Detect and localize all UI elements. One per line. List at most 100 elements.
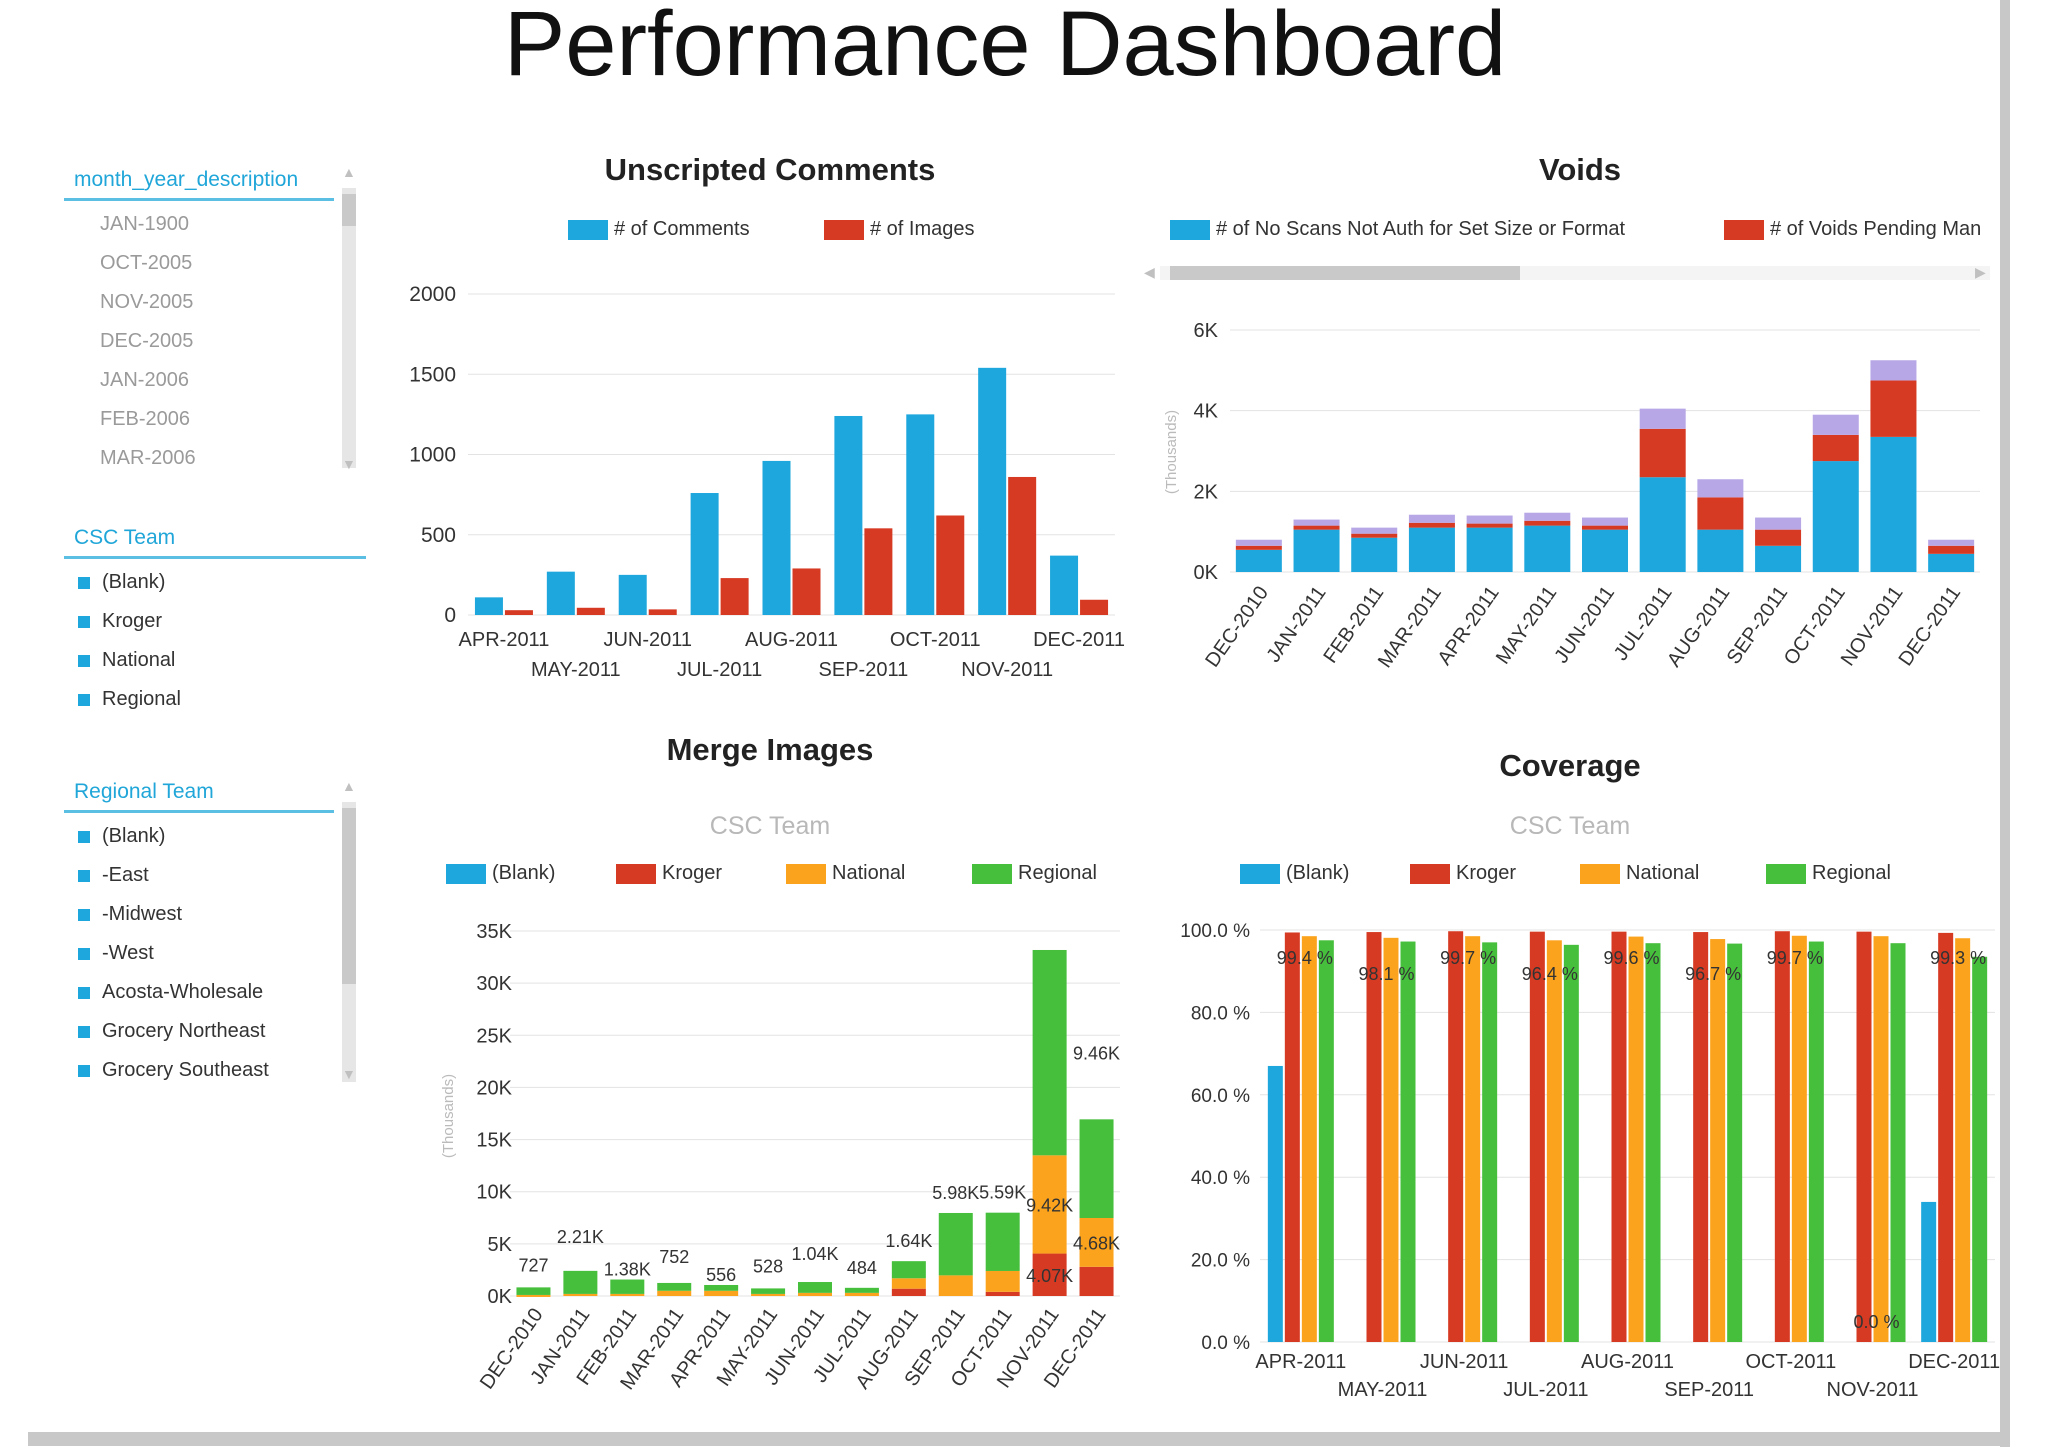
bar-segment [891,1261,926,1279]
legend-swatch [1724,219,1764,240]
bar [1774,931,1790,1342]
slicer-item[interactable]: Grocery Southeast [64,1051,334,1090]
bar-segment [1582,517,1628,526]
data-label: 4.68K [1073,1233,1120,1253]
slicer-regional-team-scroll-thumb[interactable] [342,808,356,984]
slicer-item[interactable]: MAR-2006 [64,439,334,478]
legend-item[interactable]: (Blank) [446,862,555,885]
voids-legend-scrollbar[interactable] [1160,266,1990,280]
data-label: 9.46K [1073,1043,1120,1063]
slicer-item[interactable]: (Blank) [64,563,366,602]
y-tick-label: 4K [1194,401,1219,423]
legend-item[interactable]: Regional [972,862,1097,885]
x-tick-label: DEC-2011 [1033,629,1125,651]
slicer-item-label: -West [102,942,154,964]
bar-segment [844,1292,879,1296]
bar [576,607,605,615]
legend-label: National [832,862,906,884]
legend-item[interactable]: # of No Scans Not Auth for Set Size or F… [1170,218,1625,241]
slicer-item[interactable]: OCT-2005 [64,244,334,283]
bar [1366,932,1382,1342]
legend-item[interactable]: (Blank) [1240,862,1349,885]
bar [1693,932,1709,1342]
slicer-item-label: -East [102,864,149,886]
scroll-down-icon[interactable]: ▼ [342,456,356,472]
data-label: 99.6 % [1603,948,1659,968]
bar-segment [563,1293,598,1296]
slicer-item-marker-icon [78,1025,90,1038]
bar-segment [891,1278,926,1289]
page-title: Performance Dashboard [503,0,1507,95]
bar-segment [1870,380,1917,437]
legend-item[interactable]: Regional [1766,862,1891,885]
bar-segment [1235,549,1282,572]
bar-segment [1079,1266,1114,1296]
bar [1808,941,1824,1342]
bar-segment [1812,434,1859,462]
slicer-item[interactable]: (Blank) [64,817,334,856]
slicer-item[interactable]: -Midwest [64,895,334,934]
slicer-month-year-scroll-thumb[interactable] [342,194,356,226]
bar-segment [1812,461,1859,572]
slicer-item[interactable]: -East [64,856,334,895]
legend-item[interactable]: # of Voids Pending Man [1724,218,1981,241]
legend-label: Regional [1812,862,1891,884]
legend-swatch [446,863,486,884]
slicer-item-label: Acosta-Wholesale [102,981,264,1003]
slicer-item[interactable]: Grocery Northeast [64,1012,334,1051]
scroll-left-icon[interactable]: ◀ [1144,264,1155,280]
slicer-item[interactable]: JAN-1900 [64,205,334,244]
bar [1727,943,1743,1342]
slicer-csc-team: CSC Team (Blank) Kroger National Regional [64,526,366,719]
slicer-regional-team-header: Regional Team [64,780,334,813]
y-tick-label: 15K [476,1130,512,1152]
y-tick-label: 0K [1194,562,1219,584]
slicer-item[interactable]: NOV-2005 [64,283,334,322]
bar-segment [1870,360,1917,381]
x-tick-label: DEC-2010 [1201,582,1273,671]
slicer-item[interactable]: DEC-2005 [64,322,334,361]
horizontal-scrollbar[interactable] [28,1432,2008,1446]
scroll-right-icon[interactable]: ▶ [1975,264,1986,280]
slicer-item[interactable]: Regional [64,680,366,719]
slicer-item[interactable]: National [64,641,366,680]
bar-segment [1928,545,1975,554]
legend-item[interactable]: Kroger [1410,862,1516,885]
legend-item[interactable]: National [1580,862,1699,885]
legend-label: Kroger [1456,862,1517,884]
x-tick-label: DEC-2011 [1908,1351,2000,1373]
scroll-up-icon[interactable]: ▲ [342,778,356,794]
y-tick-label: 1500 [409,363,456,386]
slicer-item[interactable]: JAN-2006 [64,361,334,400]
bar-segment [891,1288,926,1296]
bar [1267,1065,1283,1342]
bar-segment [563,1270,598,1294]
data-label: 556 [706,1265,736,1285]
y-tick-label: 100.0 % [1180,921,1250,942]
legend-item[interactable]: # of Comments [568,218,750,241]
slicer-item-label: Kroger [102,610,163,632]
slicer-item-label: (Blank) [102,825,166,847]
bar [1284,932,1300,1342]
slicer-item-label: (Blank) [102,571,166,593]
legend-item[interactable]: Kroger [616,862,722,885]
scroll-up-icon[interactable]: ▲ [342,164,356,180]
bar-segment [985,1212,1020,1271]
slicer-item[interactable]: -West [64,934,334,973]
y-tick-label: 0K [488,1286,513,1308]
bar [720,578,749,615]
slicer-item[interactable]: Kroger [64,602,366,641]
bar-segment [1408,527,1455,572]
scroll-down-icon[interactable]: ▼ [342,1066,356,1082]
slicer-item-label: Grocery Northeast [102,1020,266,1042]
data-label: 1.04K [791,1244,838,1264]
legend-item[interactable]: National [786,862,905,885]
slicer-item[interactable]: Acosta-Wholesale [64,973,334,1012]
slicer-regional-team-list: (Blank) -East -Midwest -West Acosta-Wholesal… [64,817,334,1090]
slicer-month-year-scrollbar[interactable] [342,188,356,468]
slicer-item[interactable]: FEB-2006 [64,400,334,439]
slicer-month-year: month_year_description JAN-1900 OCT-2005 N… [64,168,334,478]
bar [1482,942,1498,1342]
legend-item[interactable]: # of Images [824,218,975,241]
bar [1080,599,1109,615]
